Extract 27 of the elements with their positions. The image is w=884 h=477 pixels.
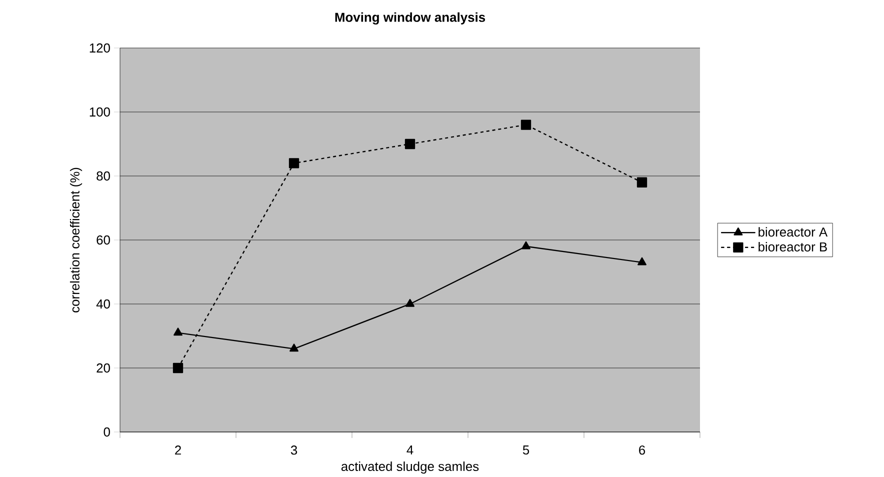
- legend-label: bioreactor B: [758, 242, 827, 252]
- x-tick-label: 5: [522, 446, 530, 455]
- point: [520, 120, 532, 130]
- x-axis-title: activated sludge samles: [341, 462, 479, 474]
- x-tick-label: 6: [639, 446, 646, 455]
- y-tick-label: 40: [96, 299, 110, 309]
- y-axis-title: correlation coefficient (%): [70, 168, 82, 312]
- y-tick-label: 0: [104, 427, 110, 437]
- x-tick-label: 4: [406, 446, 414, 454]
- y-tick-label: 80: [96, 171, 110, 181]
- point: [290, 344, 298, 352]
- legend-label: bioreactor A: [758, 227, 828, 237]
- y-tick-label: 120: [90, 43, 110, 53]
- chart-title: Moving window analysis: [335, 12, 486, 25]
- point: [174, 328, 182, 336]
- point: [288, 158, 300, 168]
- y-tick-label: 20: [96, 363, 110, 373]
- point: [636, 177, 648, 188]
- point: [638, 257, 646, 266]
- point: [404, 138, 416, 150]
- point: [172, 362, 184, 374]
- x-tick-label: 3: [290, 446, 298, 455]
- point: [522, 241, 530, 250]
- point: [406, 298, 414, 307]
- y-tick-label: 60: [96, 235, 110, 245]
- x-tick-label: 2: [175, 446, 181, 455]
- y-tick-label: 100: [90, 107, 110, 117]
